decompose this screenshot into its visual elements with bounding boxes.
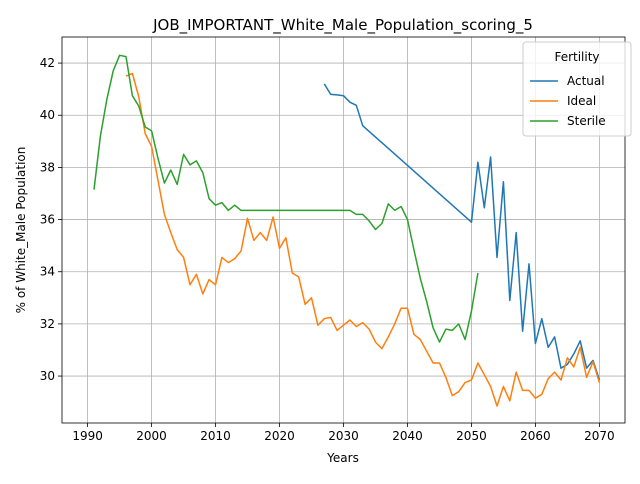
x-tick-label: 2000 <box>136 429 167 443</box>
x-tick-label: 2030 <box>328 429 359 443</box>
legend-label-ideal: Ideal <box>567 94 596 108</box>
y-tick-label: 40 <box>40 108 55 122</box>
legend-box <box>522 41 632 137</box>
legend-title: Fertility <box>554 50 599 64</box>
x-tick-label: 2010 <box>200 429 231 443</box>
x-tick-label: 2070 <box>584 429 615 443</box>
grid-lines <box>62 37 625 423</box>
y-tick-label: 30 <box>40 369 55 383</box>
series-line-sterile <box>93 54 479 343</box>
y-axis-label: % of White_Male Population <box>14 147 28 314</box>
x-tick-label: 1990 <box>72 429 103 443</box>
legend-label-sterile: Sterile <box>567 114 606 128</box>
series-lines <box>93 54 601 407</box>
y-tick-label: 36 <box>40 213 55 227</box>
y-tick-label: 38 <box>40 160 55 174</box>
series-line-ideal <box>125 72 601 407</box>
x-tick-label: 2040 <box>392 429 423 443</box>
y-axis-ticks: 30 32 34 36 38 40 42 <box>40 56 62 383</box>
chart-title: JOB_IMPORTANT_White_Male_Population_scor… <box>152 16 533 35</box>
x-axis-ticks: 1990 2000 2010 2020 2030 2040 2050 2060 2070 <box>72 423 615 443</box>
y-tick-label: 42 <box>40 56 55 70</box>
series-line-actual <box>323 83 601 381</box>
x-axis-label: Years <box>326 451 359 465</box>
y-tick-label: 34 <box>40 265 55 279</box>
x-tick-label: 2050 <box>456 429 487 443</box>
y-tick-label: 32 <box>40 317 55 331</box>
x-tick-label: 2060 <box>520 429 551 443</box>
legend-items: Actual Ideal Sterile <box>530 74 606 128</box>
legend-label-actual: Actual <box>567 74 605 88</box>
legend: Fertility Actual Ideal Sterile <box>522 41 632 137</box>
x-tick-label: 2020 <box>264 429 295 443</box>
